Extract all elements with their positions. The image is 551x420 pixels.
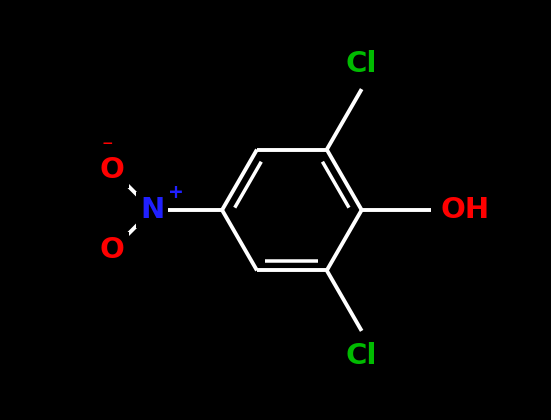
- Text: ⁻: ⁻: [102, 138, 114, 158]
- Text: Cl: Cl: [346, 50, 377, 78]
- Text: OH: OH: [440, 196, 489, 224]
- Text: N: N: [140, 196, 164, 224]
- Text: O: O: [100, 156, 125, 184]
- Text: +: +: [168, 183, 183, 202]
- Text: O: O: [100, 236, 125, 264]
- Text: Cl: Cl: [346, 342, 377, 370]
